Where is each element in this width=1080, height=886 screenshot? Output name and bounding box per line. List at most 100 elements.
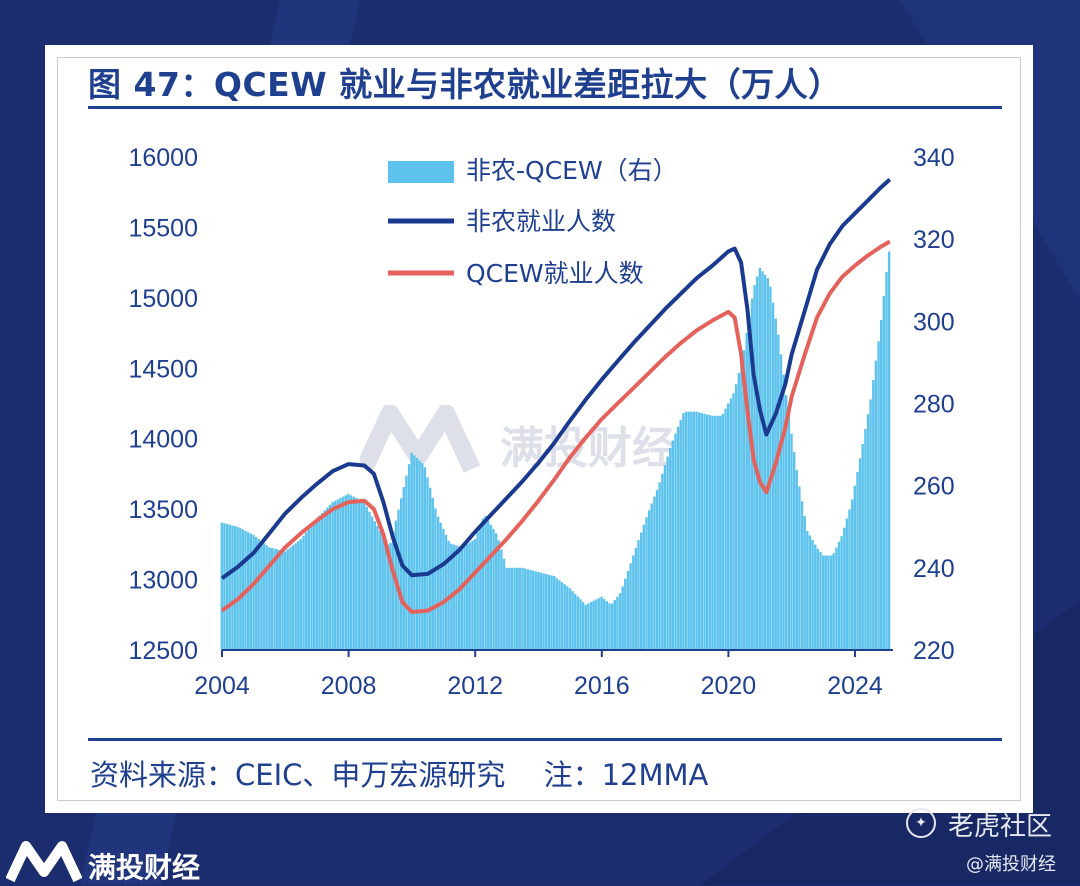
- bar: [740, 361, 743, 650]
- bar: [518, 567, 521, 650]
- bar: [790, 433, 793, 650]
- bar: [682, 413, 685, 650]
- ticks-group: 12500 13000 13500 14000 14500 15000 15500 16000…: [128, 144, 954, 700]
- bar: [624, 578, 627, 650]
- right-axis-tick-label: 280: [913, 391, 955, 419]
- bar: [400, 498, 403, 650]
- bar: [695, 411, 698, 650]
- bar: [352, 496, 355, 650]
- bar: [779, 354, 783, 650]
- bar: [663, 465, 667, 650]
- footer-brand: 满投财经: [88, 851, 201, 884]
- bar: [320, 513, 324, 650]
- bar: [713, 415, 717, 650]
- bar: [537, 571, 540, 650]
- bar: [661, 473, 664, 650]
- bars-group: [220, 251, 891, 650]
- bar: [618, 593, 622, 650]
- bar: [822, 555, 825, 650]
- bar: [370, 516, 374, 650]
- x-axis-tick-label: 2004: [194, 672, 250, 700]
- bar: [305, 532, 308, 650]
- bar: [502, 558, 506, 650]
- bar: [806, 530, 809, 650]
- bar: [291, 545, 295, 650]
- legend: 非农-QCEW（右） 非农就业人数 QCEW就业人数: [388, 156, 678, 288]
- bar: [642, 524, 645, 650]
- bar: [742, 350, 746, 650]
- bar: [576, 596, 580, 650]
- bar: [220, 522, 223, 650]
- bar: [434, 508, 437, 650]
- bar: [426, 477, 429, 650]
- bar: [273, 548, 276, 650]
- bar: [241, 529, 245, 650]
- bar: [814, 544, 817, 650]
- bar: [550, 575, 553, 650]
- right-axis-tick-label: 320: [913, 226, 955, 254]
- bar: [756, 276, 759, 650]
- bar: [405, 475, 408, 650]
- bar: [315, 518, 318, 650]
- bar: [547, 574, 551, 650]
- legend-swatch-bars: [388, 161, 454, 183]
- legend-label: QCEW就业人数: [466, 259, 644, 288]
- bar: [363, 502, 366, 650]
- footer-handle: @满投财经: [966, 854, 1056, 875]
- bar: [331, 502, 334, 650]
- bar: [874, 360, 878, 650]
- qcew-line: [220, 239, 891, 614]
- bar: [531, 570, 535, 650]
- bar: [727, 403, 730, 650]
- bar: [864, 429, 867, 650]
- bar: [798, 486, 801, 650]
- bar: [257, 539, 260, 650]
- bar: [365, 506, 369, 650]
- bar: [745, 333, 748, 650]
- right-axis-tick-label: 220: [913, 637, 955, 665]
- bar: [858, 458, 862, 650]
- left-axis-tick-label: 12500: [128, 637, 198, 665]
- bar: [289, 547, 292, 650]
- figure-card-border: [57, 57, 1021, 801]
- bar: [885, 272, 888, 650]
- bar: [545, 574, 548, 650]
- bar: [431, 498, 434, 650]
- bar: [769, 286, 772, 650]
- bar: [613, 600, 616, 650]
- bar: [423, 467, 427, 650]
- bar: [463, 545, 466, 650]
- bar: [526, 569, 529, 650]
- bar: [703, 413, 706, 650]
- bar: [225, 524, 229, 650]
- bar: [690, 411, 693, 650]
- bar: [634, 547, 638, 650]
- bar: [334, 500, 337, 650]
- bar: [479, 525, 482, 650]
- bar: [312, 522, 316, 650]
- bar: [861, 443, 864, 650]
- bar: [803, 516, 806, 650]
- bar: [848, 509, 851, 650]
- watermark-logo-icon: [355, 404, 481, 479]
- bar: [323, 510, 326, 650]
- bar: [249, 533, 252, 650]
- bar: [339, 498, 342, 650]
- tiger-community-icon: ✦: [906, 808, 936, 838]
- bar: [571, 591, 574, 650]
- bar: [508, 567, 511, 650]
- bar: [347, 493, 350, 650]
- bar: [494, 533, 498, 650]
- nonfarm-line: [220, 178, 892, 580]
- bar: [286, 549, 289, 650]
- bar: [782, 374, 785, 650]
- bar: [328, 504, 332, 650]
- bar: [344, 495, 347, 650]
- bar: [581, 602, 585, 650]
- bar: [700, 413, 703, 650]
- bar: [357, 499, 361, 650]
- bar: [473, 539, 477, 650]
- bar: [389, 542, 392, 650]
- bar: [837, 541, 841, 650]
